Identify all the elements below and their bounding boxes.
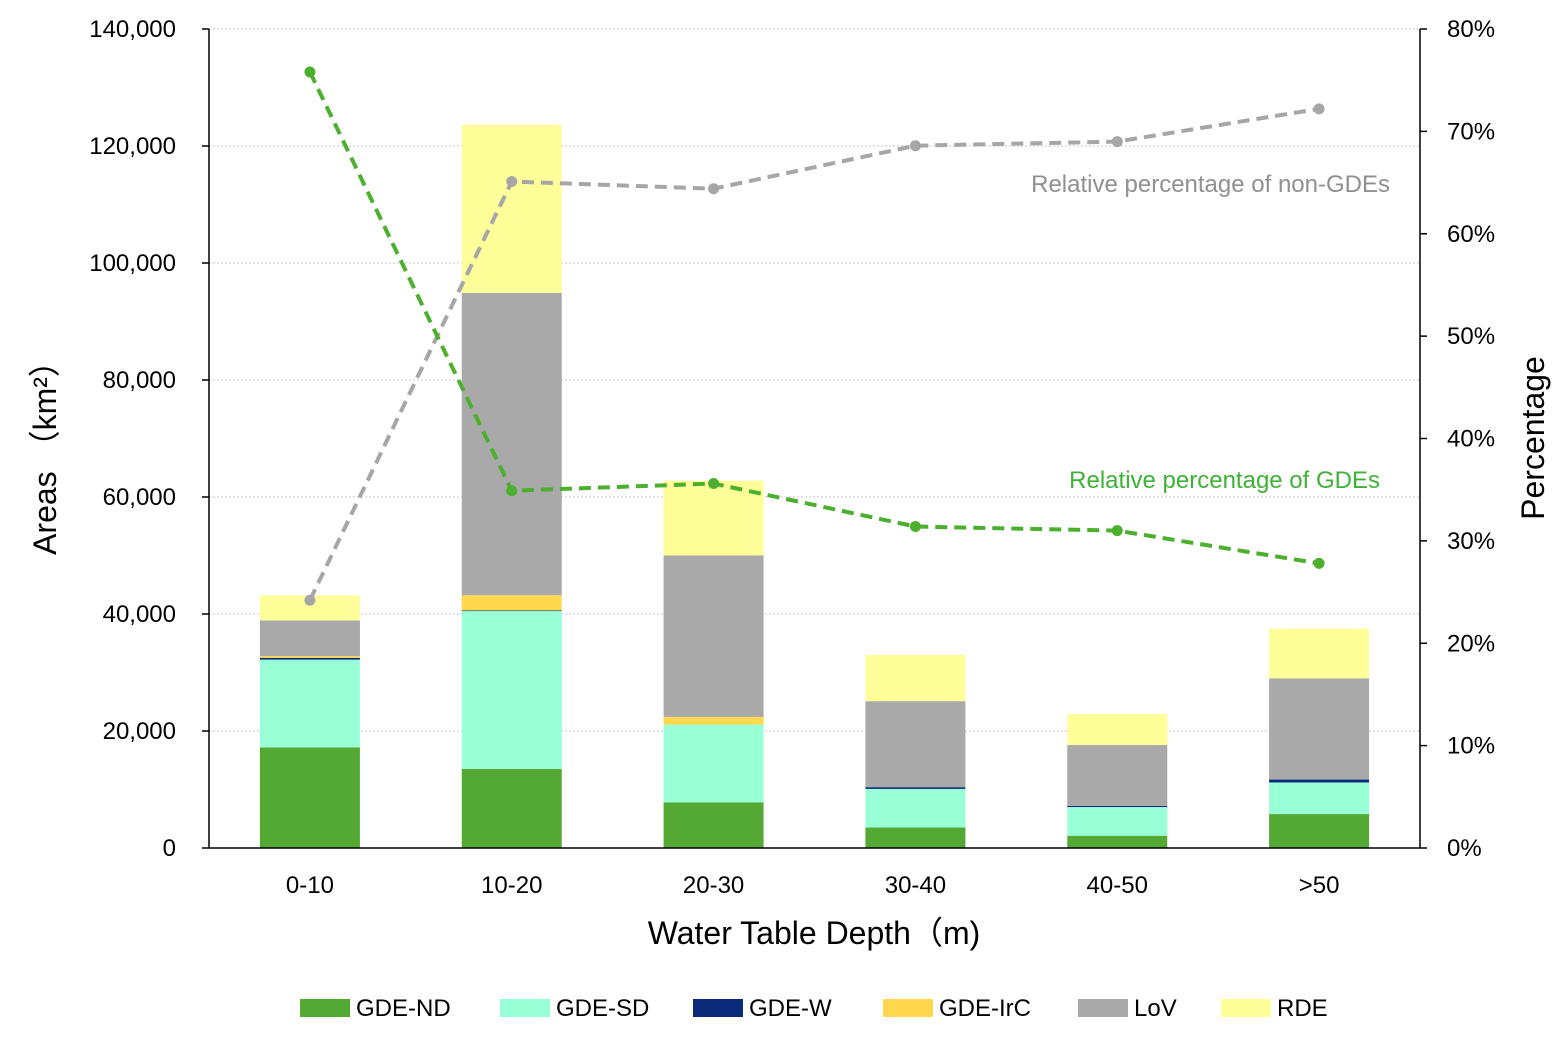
y-tick-label-right: 0% [1447,835,1482,862]
annotation-non-gdes: Relative percentage of non-GDEs [1031,171,1390,198]
y-tick-label-left: 20,000 [103,718,176,745]
bar-segment-rde [461,124,562,293]
legend-label: GDE-IrC [939,995,1031,1022]
y-tick-label-right: 30% [1447,528,1495,555]
y-tick-label-right: 60% [1447,221,1495,248]
annotation-gdes: Relative percentage of GDEs [1069,467,1380,494]
legend-swatch-gde-irc [883,999,933,1017]
legend-swatch-gde-nd [300,999,350,1017]
legend-swatch-lov [1078,999,1128,1017]
legend-swatch-gde-w [693,999,743,1017]
bar-segment-rde [663,480,764,556]
line-point-gdes [1111,525,1123,537]
bar-segment-gde-w [865,787,966,789]
bar-segment-gde-nd [259,747,360,848]
bar-segment-gde-sd [259,659,360,748]
x-axis-title: Water Table Depth（m) [648,915,981,951]
bar-segment-lov [663,555,764,717]
y-tick-label-right: 20% [1447,630,1495,657]
x-tick-label: 20-30 [683,872,744,899]
line-point-non-gdes [1111,136,1123,148]
y-axis-title-left: Areas （km²） [27,345,63,555]
bar-segment-lov [1269,678,1370,780]
bar-segment-gde-sd [865,788,966,828]
bar-segment-gde-sd [1269,782,1370,815]
y-tick-label-right: 40% [1447,426,1495,453]
axes-layer [202,28,1427,849]
bar-segment-lov [461,292,562,596]
x-tick-label: 30-40 [885,872,946,899]
x-tick-label: >50 [1299,872,1340,899]
bar-segment-gde-irc [461,595,562,611]
bar-segment-rde [1269,628,1370,679]
bar-segment-gde-nd [663,802,764,848]
bar-segment-gde-w [1269,779,1370,783]
legend-layer: GDE-ND GDE-SD GDE-W GDE-IrC LoV RDE [300,995,1328,1022]
bar-segment-lov [865,701,966,788]
y-tick-label-left: 40,000 [103,601,176,628]
legend-swatch-gde-sd [500,999,550,1017]
legend-label: GDE-W [749,995,832,1022]
grid-layer [209,28,1420,732]
bars-layer [259,124,1370,848]
bar-segment-gde-sd [663,724,764,803]
y-tick-label-left: 0 [163,835,176,862]
y-tick-label-left: 140,000 [89,16,176,43]
bar-segment-gde-nd [1269,814,1370,848]
y-tick-label-right: 50% [1447,323,1495,350]
y-axis-title-right: Percentage [1515,356,1551,520]
legend-label: RDE [1277,995,1328,1022]
y-tick-label-right: 70% [1447,118,1495,145]
bar-segment-gde-irc [663,716,764,725]
y-tick-label-right: 80% [1447,16,1495,43]
bar-segment-gde-nd [1067,835,1168,848]
legend-label: GDE-SD [556,995,649,1022]
line-point-non-gdes [909,140,921,152]
legend-label: GDE-ND [356,995,451,1022]
line-point-gdes [304,66,316,78]
bar-segment-gde-nd [461,769,562,848]
line-point-gdes [1313,557,1325,569]
x-tick-label: 0-10 [286,872,334,899]
bar-segment-lov [1067,745,1168,806]
bar-segment-gde-irc [259,656,360,658]
line-series-gdes [308,71,1320,566]
line-series-non-gdes [308,106,1320,602]
bar-segment-gde-w [1067,805,1168,808]
y-tick-label-left: 80,000 [103,367,176,394]
labels-layer: 0 20,000 40,000 60,000 80,000 100,000 120,000 1… [27,16,1551,951]
line-point-gdes [708,478,720,490]
y-tick-label-left: 120,000 [89,133,176,160]
x-tick-label: 40-50 [1087,872,1148,899]
line-point-non-gdes [1313,103,1325,115]
bar-segment-gde-nd [865,827,966,848]
legend-swatch-rde [1221,999,1271,1017]
line-point-gdes [506,485,518,497]
lines-layer [304,66,1325,606]
bar-segment-rde [1067,714,1168,746]
bar-segment-gde-w [259,657,360,660]
bar-segment-rde [865,654,966,702]
bar-segment-gde-sd [1067,807,1168,836]
line-point-gdes [909,521,921,533]
y-tick-label-right: 10% [1447,733,1495,760]
line-point-non-gdes [304,594,316,606]
legend-label: LoV [1134,995,1177,1022]
line-point-non-gdes [708,183,720,195]
line-point-non-gdes [506,176,518,188]
y-tick-label-left: 60,000 [103,484,176,511]
bar-segment-gde-sd [461,611,562,770]
y-tick-label-left: 100,000 [89,250,176,277]
x-tick-label: 10-20 [481,872,542,899]
bar-segment-lov [259,620,360,657]
bar-segment-gde-w [461,610,562,612]
